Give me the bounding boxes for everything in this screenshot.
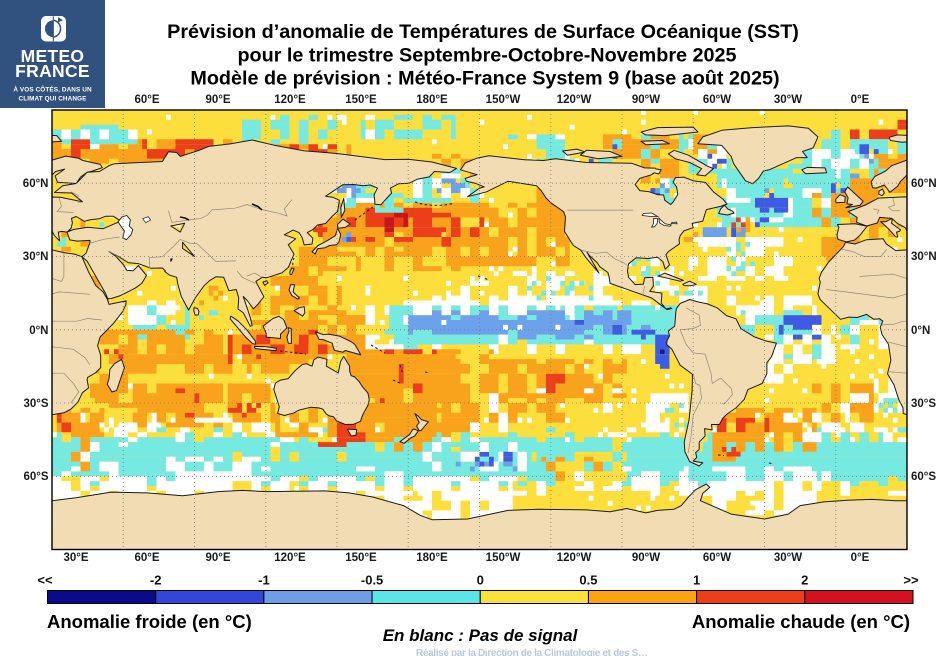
svg-text:2: 2 [801, 573, 808, 588]
svg-text:60°E: 60°E [134, 94, 159, 106]
svg-text:pour le trimestre Septembre-Oc: pour le trimestre Septembre-Octobre-Nove… [237, 45, 736, 67]
svg-text:-0.5: -0.5 [361, 573, 383, 588]
svg-text:150°W: 150°W [486, 94, 521, 106]
svg-text:60°W: 60°W [703, 94, 731, 106]
svg-text:METEO: METEO [21, 46, 85, 66]
svg-text:30°N: 30°N [23, 251, 49, 263]
svg-text:0: 0 [477, 573, 484, 588]
svg-text:-1: -1 [258, 573, 270, 588]
svg-text:60°W: 60°W [703, 552, 731, 564]
svg-text:90°E: 90°E [205, 94, 230, 106]
svg-text:>>: >> [903, 573, 919, 588]
svg-text:30°N: 30°N [911, 251, 937, 263]
svg-text:150°W: 150°W [486, 552, 521, 564]
svg-text:120°E: 120°E [274, 552, 306, 564]
svg-text:90°W: 90°W [632, 552, 660, 564]
svg-text:Modèle de prévision : Météo-Fr: Modèle de prévision : Météo-France Syste… [190, 68, 779, 90]
svg-text:0.5: 0.5 [579, 573, 597, 588]
svg-text:Anomalie chaude (en °C): Anomalie chaude (en °C) [692, 611, 910, 632]
svg-text:60°E: 60°E [134, 552, 159, 564]
svg-text:180°E: 180°E [416, 94, 448, 106]
svg-text:60°N: 60°N [911, 178, 937, 190]
svg-text:30°W: 30°W [774, 552, 802, 564]
svg-text:60°S: 60°S [23, 471, 48, 483]
svg-text:FRANCE: FRANCE [15, 61, 90, 81]
svg-text:180°E: 180°E [416, 552, 448, 564]
svg-text:120°W: 120°W [557, 552, 592, 564]
svg-text:120°E: 120°E [274, 94, 306, 106]
svg-text:90°W: 90°W [632, 94, 660, 106]
svg-text:60°N: 60°N [23, 178, 49, 190]
svg-text:150°E: 150°E [345, 94, 377, 106]
svg-text:-2: -2 [150, 573, 162, 588]
svg-text:Anomalie froide (en °C): Anomalie froide (en °C) [47, 611, 252, 632]
svg-text:En blanc : Pas de signal: En blanc : Pas de signal [383, 626, 579, 645]
svg-text:60°S: 60°S [911, 471, 936, 483]
svg-text:150°E: 150°E [345, 552, 377, 564]
svg-text:30°E: 30°E [63, 552, 88, 564]
svg-text:30°S: 30°S [911, 398, 936, 410]
svg-text:30°W: 30°W [774, 94, 802, 106]
svg-text:Prévision d’anomalie de Tempér: Prévision d’anomalie de Températures de … [167, 21, 799, 43]
svg-text:<<: << [37, 573, 53, 588]
svg-text:0°N: 0°N [29, 325, 48, 337]
svg-text:CLIMAT QUI CHANGE: CLIMAT QUI CHANGE [19, 96, 88, 103]
svg-text:0°N: 0°N [911, 325, 930, 337]
svg-text:Réalisé par la Direction de la: Réalisé par la Direction de la Climatolo… [416, 648, 648, 656]
svg-text:0°E: 0°E [851, 94, 870, 106]
svg-text:120°W: 120°W [557, 94, 592, 106]
svg-text:90°E: 90°E [205, 552, 230, 564]
svg-text:À VOS CÔTÉS, DANS UN: À VOS CÔTÉS, DANS UN [13, 85, 92, 94]
svg-text:0°E: 0°E [851, 552, 870, 564]
svg-text:30°S: 30°S [23, 398, 48, 410]
svg-text:1: 1 [693, 573, 700, 588]
